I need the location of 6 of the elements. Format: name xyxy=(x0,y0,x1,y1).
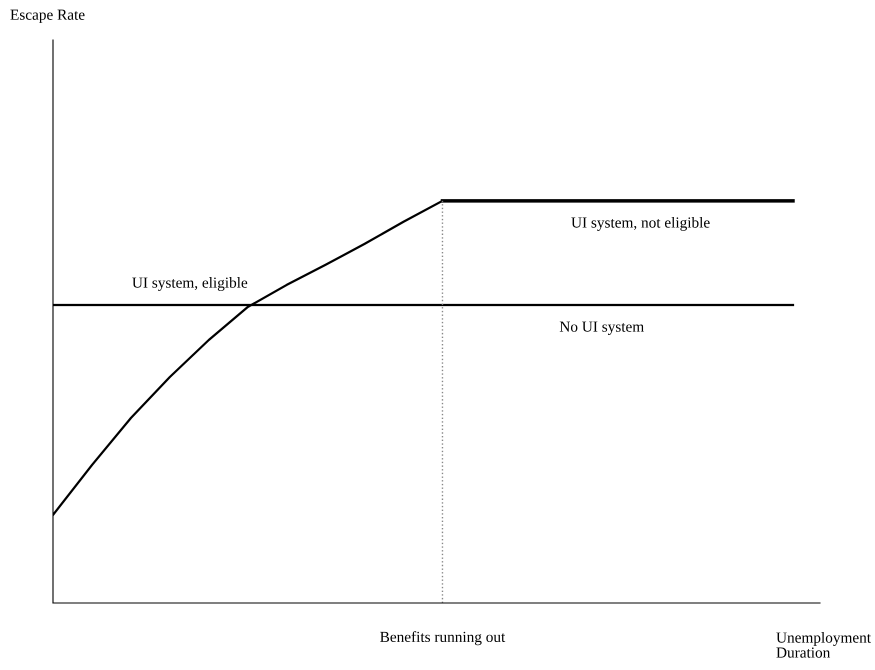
series-label: UI system, eligible xyxy=(132,277,248,291)
text: Escape Rate xyxy=(10,10,85,23)
x-axis-title: Unemployment Duration xyxy=(776,632,871,658)
text: Benefits running out xyxy=(380,631,506,646)
series-label: UI system, not eligible xyxy=(571,216,710,231)
series-label: No UI system xyxy=(560,322,644,335)
